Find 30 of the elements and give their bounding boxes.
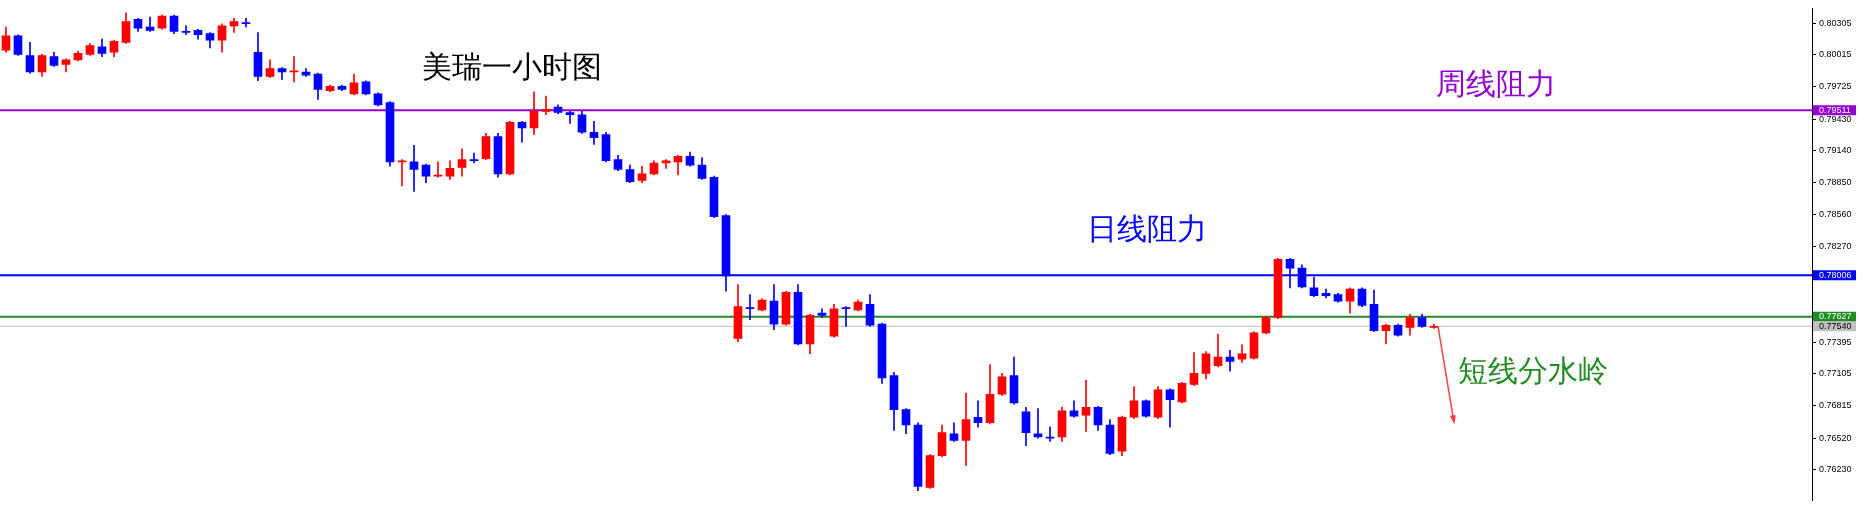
text: 美瑞一小时图 bbox=[422, 50, 603, 84]
y-tick-label: 0.78850 bbox=[1819, 177, 1852, 188]
candlestick bbox=[1225, 350, 1235, 372]
y-tick-label: 0.80305 bbox=[1819, 17, 1852, 28]
candlestick bbox=[541, 95, 551, 116]
y-tick-label: 0.76520 bbox=[1819, 432, 1852, 443]
candlestick bbox=[1033, 408, 1043, 439]
candlestick bbox=[745, 294, 755, 321]
y-tick-label: 0.78560 bbox=[1819, 208, 1852, 219]
y-tick-label: 0.77627 bbox=[1819, 311, 1852, 322]
candlestick bbox=[469, 152, 479, 164]
y-tick-label: 0.80015 bbox=[1819, 49, 1852, 60]
y-tick-label: 0.77395 bbox=[1819, 336, 1852, 347]
y-tick-label: 0.77540 bbox=[1819, 320, 1852, 331]
ref-line-label: 短线分水岭 bbox=[1457, 353, 1608, 387]
y-tick-label: 0.76815 bbox=[1819, 400, 1852, 411]
y-tick-label: 0.77105 bbox=[1819, 368, 1852, 379]
candlestick bbox=[589, 120, 599, 145]
ref-line-label: 日线阻力 bbox=[1087, 212, 1207, 246]
ref-line-label: 周线阻力 bbox=[1435, 67, 1556, 101]
y-tick-label: 0.79430 bbox=[1819, 113, 1852, 124]
y-tick-label: 0.79511 bbox=[1819, 104, 1851, 115]
y-tick-label: 0.79140 bbox=[1819, 145, 1852, 156]
candlestick bbox=[841, 306, 851, 327]
y-tick-label: 0.78270 bbox=[1819, 240, 1852, 251]
candlestick bbox=[397, 159, 407, 187]
y-tick-label: 0.76230 bbox=[1819, 464, 1852, 475]
y-tick-label: 0.79725 bbox=[1819, 81, 1852, 92]
y-tick-label: 0.78006 bbox=[1819, 269, 1852, 280]
candlestick bbox=[565, 111, 575, 124]
